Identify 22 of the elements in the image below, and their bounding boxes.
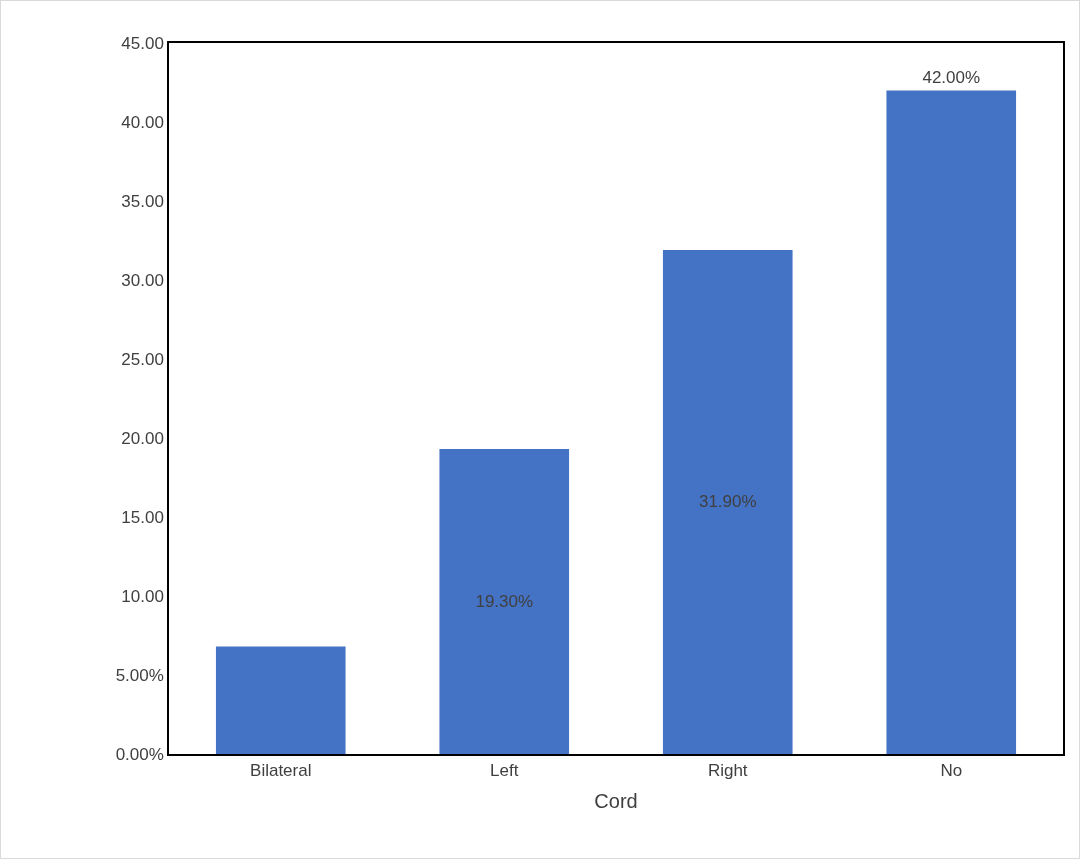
- y-tick-label: 10.00: [121, 586, 164, 606]
- y-tick-label: 15.00: [121, 507, 164, 527]
- y-tick-label: 0.00%: [115, 744, 164, 764]
- bar: [439, 449, 570, 754]
- data-label: 31.90%: [698, 492, 757, 512]
- y-tick-label: 40.00: [121, 112, 164, 132]
- y-tick-label: 20.00: [121, 428, 164, 448]
- y-tick-label: 45.00: [121, 33, 164, 53]
- x-axis-title: Cord: [594, 790, 638, 813]
- bar: [662, 249, 793, 754]
- y-tick-label: 35.00: [121, 191, 164, 211]
- data-label: 42.00%: [922, 68, 981, 88]
- y-tick-label: 30.00: [121, 270, 164, 290]
- x-tick-label: Right: [707, 761, 748, 781]
- x-tick-label: Left: [490, 761, 519, 781]
- data-label: 19.30%: [475, 592, 534, 612]
- x-tick-label: No: [940, 761, 963, 781]
- x-tick-label: Bilateral: [250, 761, 312, 781]
- y-tick-label: 25.00: [121, 349, 164, 369]
- bar: [886, 90, 1017, 754]
- bar: [215, 646, 346, 754]
- y-tick-label: 5.00%: [115, 665, 164, 685]
